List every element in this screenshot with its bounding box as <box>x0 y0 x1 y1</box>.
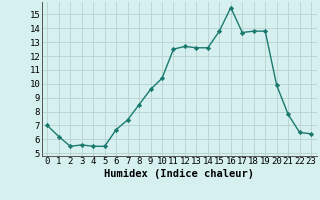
X-axis label: Humidex (Indice chaleur): Humidex (Indice chaleur) <box>104 169 254 179</box>
